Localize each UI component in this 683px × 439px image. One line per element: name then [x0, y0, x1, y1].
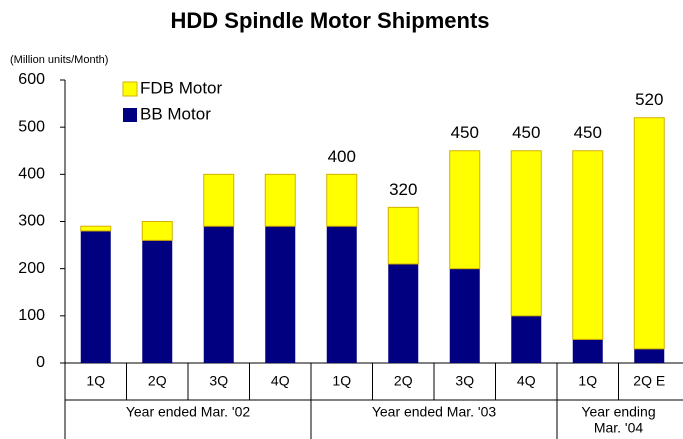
x-tick-label: 2Q E: [633, 373, 665, 389]
bar-segment: [634, 348, 665, 363]
x-tick-label: 3Q: [455, 373, 474, 389]
y-tick-label: 300: [18, 213, 45, 230]
x-tick-label: 3Q: [209, 373, 228, 389]
y-axis-label: (Million units/Month): [10, 54, 108, 66]
x-tick-label: 4Q: [517, 373, 536, 389]
group-label: Year ended Mar. '03: [372, 404, 497, 420]
x-tick-label: 2Q: [148, 373, 167, 389]
bar-segment: [142, 240, 173, 363]
bar-segment: [387, 206, 419, 265]
legend-swatch: [122, 81, 138, 97]
y-tick-label: 200: [18, 260, 45, 277]
total-label: 400: [328, 147, 356, 166]
bar-segment: [203, 173, 235, 227]
x-tick-label: 1Q: [86, 373, 105, 389]
total-label: 450: [512, 123, 540, 142]
bar-segment: [572, 150, 604, 340]
bar-segment: [511, 315, 542, 363]
y-tick-label: 500: [18, 118, 45, 135]
chart-title: HDD Spindle Motor Shipments: [171, 8, 490, 33]
bar-segment: [572, 339, 603, 363]
bar-segment: [80, 230, 111, 363]
bar-segment: [388, 263, 419, 363]
y-tick-label: 600: [18, 71, 45, 88]
bar-segment: [326, 173, 358, 227]
bar-segment: [141, 221, 173, 241]
bar-segment: [265, 226, 296, 363]
group-label: Mar. '04: [594, 420, 644, 436]
total-label: 450: [451, 123, 479, 142]
group-label: Year ending: [581, 404, 655, 420]
bar-segment: [203, 226, 234, 363]
bar-segment: [264, 173, 296, 227]
bar-segment: [633, 117, 665, 350]
x-tick-label: 2Q: [394, 373, 413, 389]
bar-segment: [80, 225, 112, 232]
bar-segment: [449, 268, 480, 363]
total-label: 320: [389, 180, 417, 199]
y-tick-label: 0: [36, 354, 45, 371]
y-tick-label: 100: [18, 307, 45, 324]
legend-swatch: [123, 108, 137, 122]
group-label: Year ended Mar. '02: [126, 404, 251, 420]
bar-segment: [510, 150, 542, 317]
bar-segment: [326, 226, 357, 363]
legend-label: FDB Motor: [140, 78, 223, 97]
x-tick-label: 4Q: [271, 373, 290, 389]
total-label: 520: [635, 90, 663, 109]
x-tick-label: 1Q: [332, 373, 351, 389]
legend-label: BB Motor: [140, 104, 211, 123]
total-label: 450: [574, 123, 602, 142]
bar-segment: [449, 150, 481, 270]
x-tick-label: 1Q: [578, 373, 597, 389]
y-tick-label: 400: [18, 166, 45, 183]
